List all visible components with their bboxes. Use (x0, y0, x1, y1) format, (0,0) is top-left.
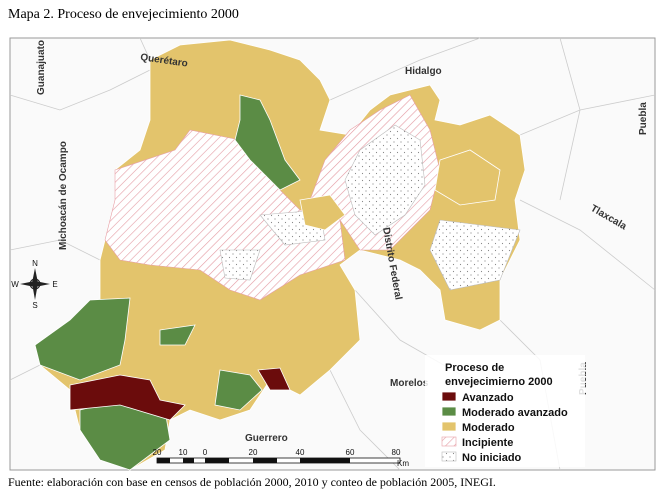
scale-label: 80 (392, 448, 401, 457)
legend-swatch (441, 436, 457, 447)
region-moderado (434, 149, 501, 206)
title: Mapa 2. Proceso de envejecimiento 2000 (8, 7, 239, 22)
legend: Proceso de envejecimierno 2000 Avanzado … (425, 355, 585, 467)
legend-swatch (441, 406, 457, 417)
region-avanzado (69, 374, 186, 421)
neighbor-label: Michoacán de Ocampo (58, 141, 69, 250)
scale-label: 20 (153, 448, 162, 457)
scale-label: 60 (346, 448, 355, 457)
region-moderado-avanzado (214, 369, 263, 411)
legend-title: envejecimierno 2000 (445, 376, 553, 388)
region-moderado-avanzado (159, 324, 196, 346)
legend-label: Avanzado (462, 392, 514, 404)
compass-label: W (11, 280, 19, 289)
legend-label: Moderado (462, 422, 515, 434)
legend-swatch (441, 451, 457, 462)
compass-label: E (52, 280, 57, 289)
legend-label: Moderado avanzado (462, 407, 568, 419)
compass: N W E S (11, 259, 57, 310)
footer-source: Fuente: elaboración con base en censos d… (8, 475, 496, 489)
scale-bar: 20 10 0 20 40 60 80 Km (153, 448, 410, 468)
region-no-iniciado (219, 249, 261, 281)
neighbor-label: Guerrero (245, 433, 288, 444)
region-no-iniciado (344, 124, 426, 236)
scale-unit: Km (397, 459, 409, 468)
legend-label: No iniciado (462, 452, 522, 464)
legend-swatch (441, 421, 457, 432)
region-moderado (299, 194, 346, 231)
legend-label: Incipiente (462, 437, 513, 449)
region-moderado-avanzado (234, 94, 301, 191)
scale-label: 10 (179, 448, 188, 457)
region-incipiente (104, 129, 346, 301)
legend-swatch (441, 391, 457, 402)
region-no-iniciado (429, 219, 521, 291)
scale-label: 0 (203, 448, 208, 457)
scale-label: 20 (249, 448, 258, 457)
neighbor-label: Guanajuato (36, 40, 47, 95)
scale-label: 40 (296, 448, 305, 457)
neighbor-label: Morelos (390, 378, 429, 389)
neighbor-label: Puebla (638, 102, 649, 135)
region-avanzado (257, 367, 291, 391)
legend-title: Proceso de (445, 362, 504, 374)
compass-label: N (32, 259, 38, 268)
neighbor-label: Hidalgo (405, 66, 442, 77)
region-moderado-avanzado (34, 297, 131, 381)
map: Guanajuato Querétaro Hidalgo Michoacán d… (9, 37, 656, 471)
compass-label: S (32, 301, 37, 310)
